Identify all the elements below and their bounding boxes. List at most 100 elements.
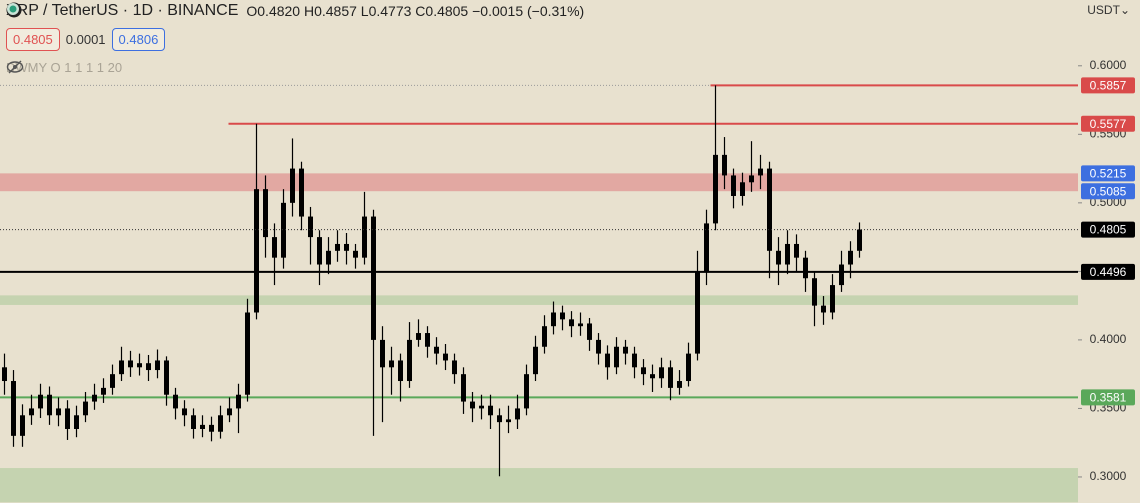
- candle-body: [191, 415, 196, 429]
- candle-body: [731, 175, 736, 196]
- candle-body: [200, 424, 205, 429]
- candle-body: [695, 271, 700, 354]
- candle-body: [767, 168, 772, 251]
- candle-body: [308, 216, 313, 238]
- y-tick-label: 0.6000: [1090, 58, 1127, 72]
- candle-body: [290, 168, 295, 203]
- candle-body: [641, 367, 646, 375]
- candle-body: [326, 250, 331, 265]
- candle-body: [812, 278, 817, 306]
- candle-body: [578, 323, 583, 327]
- price-label-box: [1081, 183, 1135, 200]
- price-label-box: [1081, 165, 1135, 182]
- candle-body: [281, 202, 286, 258]
- candle-body: [452, 360, 457, 375]
- price-label: 0.5085: [1090, 184, 1127, 198]
- candle-body: [164, 360, 169, 395]
- candle-body: [776, 250, 781, 265]
- candle-body: [569, 319, 574, 327]
- candle-body: [218, 415, 223, 432]
- candle-body: [560, 312, 565, 320]
- price-label: 0.4805: [1090, 223, 1127, 237]
- price-label-box: [1081, 263, 1135, 280]
- candle-body: [524, 374, 529, 409]
- candle-body: [182, 408, 187, 416]
- sell-price[interactable]: 0.4805: [6, 28, 60, 51]
- quote-row: 0.4805 0.0001 0.4806: [6, 28, 166, 51]
- candle-body: [857, 229, 862, 251]
- indicator-list[interactable]: DWMY O 1 1 1 1 20: [6, 60, 123, 75]
- candle-body: [470, 401, 475, 409]
- zone: [0, 173, 1078, 192]
- candle-body: [236, 394, 241, 409]
- candle-body: [272, 237, 277, 258]
- symbol-title[interactable]: XRP / TetherUS · 1D · BINANCE: [6, 2, 239, 19]
- candle-body: [137, 363, 142, 368]
- candle-body: [47, 394, 52, 416]
- candle-body: [299, 168, 304, 217]
- price-label: 0.4496: [1090, 265, 1127, 279]
- candle-body: [803, 257, 808, 279]
- candle-body: [614, 346, 619, 368]
- candle-body: [434, 346, 439, 354]
- candle-body: [713, 154, 718, 224]
- status-dot: [7, 3, 19, 15]
- candle-body: [38, 394, 43, 409]
- candle-body: [2, 367, 7, 382]
- candle-body: [839, 264, 844, 286]
- candle-body: [416, 333, 421, 340]
- candle-body: [245, 312, 250, 395]
- candle-body: [461, 374, 466, 402]
- candle-body: [119, 360, 124, 375]
- candle-body: [83, 401, 88, 416]
- currency[interactable]: USDT⌄: [1087, 3, 1130, 17]
- candle-body: [101, 387, 106, 395]
- price-label-box: [1081, 389, 1135, 406]
- candle-body: [650, 374, 655, 379]
- hide-icon[interactable]: [6, 60, 24, 74]
- candle-body: [686, 353, 691, 382]
- candle-body: [263, 189, 268, 238]
- candle-body: [497, 415, 502, 423]
- candle-body: [794, 243, 799, 258]
- zone: [0, 295, 1078, 305]
- candle-body: [758, 168, 763, 176]
- candle-body: [488, 405, 493, 416]
- price-label-box: [1081, 115, 1135, 132]
- candle-body: [749, 175, 754, 183]
- price-label: 0.5577: [1090, 117, 1127, 131]
- zone: [0, 468, 1078, 503]
- candle-body: [785, 243, 790, 265]
- candle-body: [587, 323, 592, 340]
- y-tick-label: 0.4000: [1090, 332, 1127, 346]
- candle-body: [389, 360, 394, 368]
- candle-body: [677, 381, 682, 388]
- candle-body: [605, 353, 610, 368]
- candle-body: [821, 305, 826, 313]
- candle-body: [227, 408, 232, 416]
- candle-body: [623, 346, 628, 354]
- candle-body: [146, 363, 151, 371]
- candle-body: [317, 237, 322, 265]
- candle-body: [254, 189, 259, 313]
- price-label: 0.5857: [1090, 79, 1127, 93]
- candle-body: [173, 394, 178, 409]
- candle-body: [362, 216, 367, 258]
- candle-body: [542, 326, 547, 347]
- candle-body: [551, 312, 556, 327]
- candle-body: [515, 408, 520, 420]
- candle-body: [848, 250, 853, 265]
- candle-body: [371, 216, 376, 340]
- price-label-box: [1081, 221, 1135, 238]
- candle-body: [632, 353, 637, 368]
- currency-label[interactable]: USDT: [1087, 3, 1120, 17]
- candle-body: [506, 419, 511, 423]
- candle-body: [668, 367, 673, 388]
- y-tick-label: 0.3000: [1090, 469, 1127, 483]
- candle-body: [533, 346, 538, 375]
- candle-body: [110, 374, 115, 388]
- buy-price[interactable]: 0.4806: [111, 28, 166, 51]
- price-label: 0.3581: [1090, 391, 1127, 405]
- candle-body: [335, 243, 340, 251]
